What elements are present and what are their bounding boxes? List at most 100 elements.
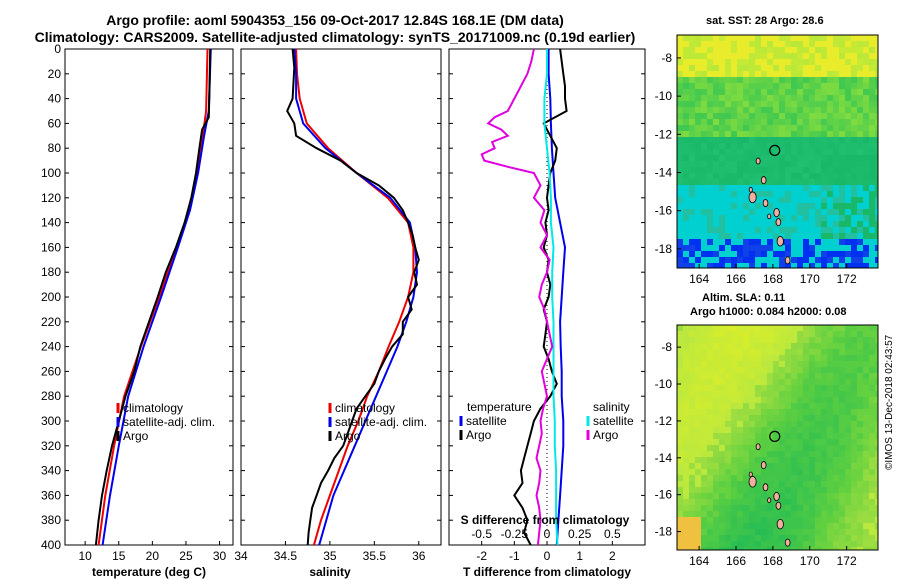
sst-map-cell <box>809 77 815 83</box>
sla-map-cell <box>803 511 809 517</box>
sla-map-cell <box>701 493 707 499</box>
sla-map-cell <box>683 439 689 445</box>
sst-map-cell <box>707 107 713 113</box>
sla-map-cell <box>791 379 797 385</box>
sst-map-cell <box>803 173 809 179</box>
sst-map-cell <box>833 53 839 59</box>
sla-map-cell <box>845 463 851 469</box>
sst-map-cell <box>695 215 701 221</box>
sla-map-cell <box>875 403 878 409</box>
sla-map-cell <box>701 421 707 427</box>
sst-map-cell <box>827 197 833 203</box>
sst-map-cell <box>833 239 839 245</box>
sla-map-cell <box>719 409 725 415</box>
sst-map-cell <box>785 95 791 101</box>
sla-map-cell <box>863 415 869 421</box>
sst-map-cell <box>689 239 695 245</box>
sla-map-cell <box>683 475 689 481</box>
sla-map-cell <box>827 337 833 343</box>
sla-map-island <box>748 471 753 478</box>
sst-map-cell <box>713 89 719 95</box>
sst-map-cell <box>749 173 755 179</box>
sla-map-cell <box>803 385 809 391</box>
sst-map-cell <box>677 245 683 251</box>
sla-map-cell <box>809 451 815 457</box>
sla-map-cell <box>719 355 725 361</box>
sst-map-cell <box>779 155 785 161</box>
sla-map-cell <box>779 535 785 541</box>
sla-map-cell <box>863 445 869 451</box>
sst-map-cell <box>821 263 827 268</box>
sla-map-cell <box>695 409 701 415</box>
sla-map-cell <box>749 403 755 409</box>
sla-map-cell <box>689 487 695 493</box>
sst-map-cell <box>737 233 743 239</box>
sst-map-cell <box>677 209 683 215</box>
sst-map-cell <box>845 71 851 77</box>
sla-map-cell <box>791 433 797 439</box>
sst-map-cell <box>869 185 875 191</box>
sst-map-cell <box>713 47 719 53</box>
sst-map-cell <box>731 179 737 185</box>
sst-map-cell <box>677 227 683 233</box>
sst-map-cell <box>707 95 713 101</box>
sla-map-cell <box>821 421 827 427</box>
sst-map-cell <box>767 143 773 149</box>
sst-map-cell <box>827 71 833 77</box>
sst-map-cell <box>731 41 737 47</box>
sst-map-cell <box>797 239 803 245</box>
sst-map-cell <box>827 35 833 41</box>
sla-map-cell <box>755 487 761 493</box>
sst-map-cell <box>767 167 773 173</box>
sla-map-cell <box>701 451 707 457</box>
sla-map-cell <box>857 517 863 523</box>
sla-map-cell <box>863 457 869 463</box>
sst-map-cell <box>857 41 863 47</box>
sla-map-cell <box>755 463 761 469</box>
sst-map-cell <box>815 227 821 233</box>
sst-map-cell <box>677 233 683 239</box>
sst-map-cell <box>755 95 761 101</box>
sst-map-cell <box>869 47 875 53</box>
sst-map-cell <box>833 263 839 268</box>
sst-map-cell <box>791 149 797 155</box>
sst-map-cell <box>803 197 809 203</box>
sst-map-cell <box>833 221 839 227</box>
sst-map-cell <box>815 107 821 113</box>
sla-map-cell <box>857 367 863 373</box>
sla-map-cell <box>737 433 743 439</box>
sst-map-cell <box>815 35 821 41</box>
sst-map-cell <box>701 203 707 209</box>
sst-map-cell <box>707 215 713 221</box>
sla-map-cell <box>845 469 851 475</box>
sla-map-cell <box>833 511 839 517</box>
sst-map-cell <box>713 113 719 119</box>
difference-s-tick-label: 0.5 <box>604 527 621 541</box>
temperature-xlabel: temperature (deg C) <box>92 565 206 579</box>
sst-map-cell <box>797 257 803 263</box>
sst-map-cell <box>857 179 863 185</box>
sst-map-cell <box>755 65 761 71</box>
sla-map-cell <box>875 439 878 445</box>
sst-map-cell <box>851 239 857 245</box>
difference-legend-title-t: temperature <box>467 400 532 414</box>
sla-map-cell <box>683 451 689 457</box>
sla-map-cell <box>815 409 821 415</box>
sla-map-cell <box>785 343 791 349</box>
sst-map-cell <box>809 179 815 185</box>
sst-map-cell <box>689 95 695 101</box>
sla-map-cell <box>869 493 875 499</box>
sla-map-cell <box>845 541 851 547</box>
sla-map-cell <box>803 451 809 457</box>
sla-map-cell <box>791 535 797 541</box>
sst-map-cell <box>761 149 767 155</box>
sst-map-cell <box>845 137 851 143</box>
sst-map-island <box>773 208 780 218</box>
sst-map-cell <box>725 143 731 149</box>
sst-map-cell <box>743 245 749 251</box>
sst-map-cell <box>869 245 875 251</box>
sst-map-cell <box>833 71 839 77</box>
sst-map-cell <box>851 167 857 173</box>
temperature-xtick-label: 30 <box>213 549 227 563</box>
sst-map-cell <box>779 53 785 59</box>
